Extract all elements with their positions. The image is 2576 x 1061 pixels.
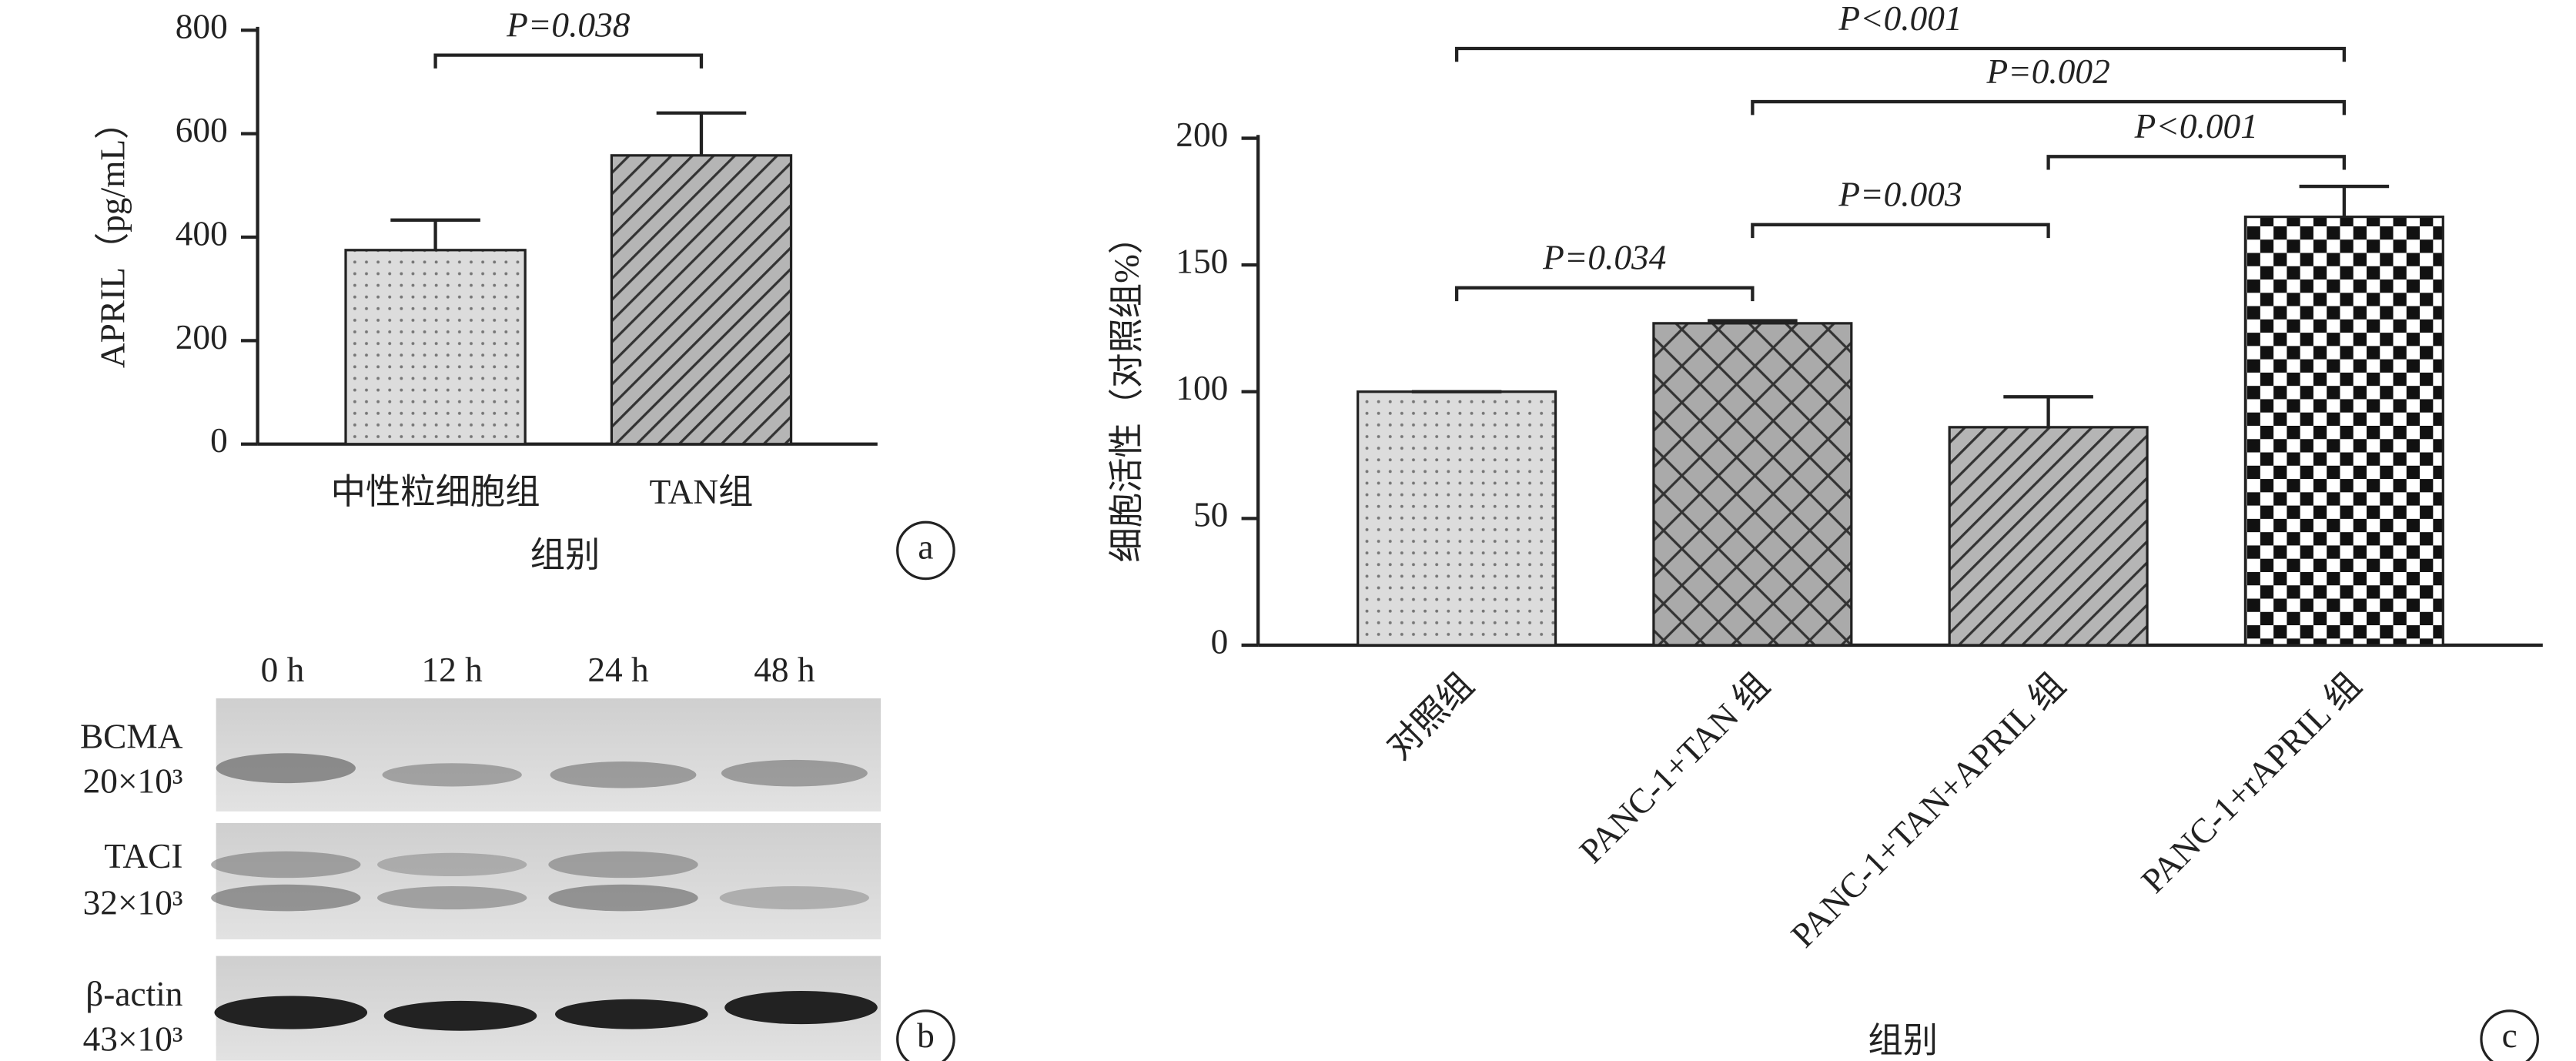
panel-circle (896, 1009, 955, 1061)
lane-label: 0 h (261, 651, 305, 689)
y-axis-label: APRIL（pg/mL） (94, 105, 132, 368)
x-axis-label: 组别 (530, 536, 601, 574)
panel-label: b (917, 1016, 935, 1055)
y-tick-label: 200 (176, 318, 228, 356)
y-axis-label: 细胞活性（对照组%） (1107, 219, 1146, 563)
y-tick-label: 50 (1193, 496, 1228, 534)
y-tick-label: 800 (176, 8, 228, 46)
bar (344, 249, 527, 446)
significance-bracket (1751, 223, 2050, 239)
significance-bracket (2046, 155, 2347, 170)
p-value: P<0.001 (2134, 107, 2258, 146)
x-tick-label: PANC-1+TAN+APRIL 组 (1784, 666, 2073, 956)
p-value: P=0.002 (1986, 52, 2109, 91)
bar (1652, 322, 1853, 647)
molecular-weight: 32×10³ (83, 883, 183, 922)
bar (1948, 426, 2149, 647)
y-tick-label: 0 (210, 421, 228, 460)
protein-name: β-actin (85, 975, 182, 1013)
x-axis-label: 组别 (1868, 1021, 1938, 1059)
p-value: P=0.034 (1542, 239, 1666, 277)
protein-name: TACI (104, 837, 182, 875)
p-value: P<0.001 (1838, 0, 1962, 38)
panel-label: a (918, 527, 933, 566)
protein-name: BCMA (80, 717, 183, 755)
lane-label: 48 h (754, 651, 815, 689)
significance-bracket (1454, 46, 2347, 62)
panel-circle (2480, 1009, 2539, 1061)
significance-bracket (433, 53, 704, 69)
y-tick-label: 600 (176, 111, 228, 149)
bar (610, 154, 793, 446)
p-value: P=0.003 (1838, 176, 1962, 214)
panel-label: c (2502, 1016, 2517, 1055)
y-tick-label: 400 (176, 214, 228, 253)
significance-bracket (1751, 99, 2347, 115)
x-tick-label: 对照组 (1380, 666, 1481, 768)
x-tick-label: PANC-1+rAPRIL 组 (2134, 666, 2369, 901)
lane-label: 12 h (422, 651, 483, 689)
x-tick-label: 中性粒细胞组 (331, 473, 540, 511)
bar (1357, 390, 1557, 647)
panel-circle (896, 520, 955, 581)
y-tick-label: 200 (1176, 115, 1228, 154)
y-tick-label: 100 (1176, 369, 1228, 407)
y-tick-label: 0 (1211, 622, 1229, 661)
y-tick-label: 150 (1176, 243, 1228, 281)
significance-bracket (1454, 286, 1755, 302)
western-blot (211, 698, 882, 1061)
x-tick-label: PANC-1+TAN 组 (1572, 666, 1777, 871)
lane-label: 24 h (587, 651, 649, 689)
molecular-weight: 43×10³ (83, 1019, 183, 1058)
p-value: P=0.038 (506, 5, 631, 44)
molecular-weight: 20×10³ (83, 762, 183, 801)
bar (2243, 215, 2444, 647)
x-tick-label: TAN组 (650, 473, 754, 511)
